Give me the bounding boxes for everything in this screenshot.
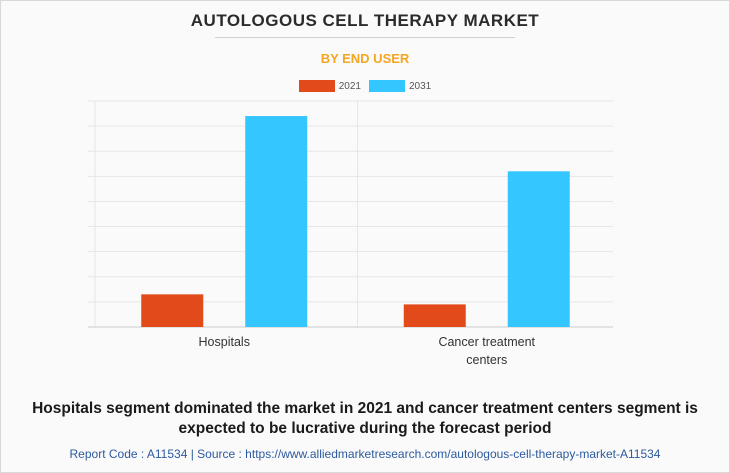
x-tick-label: Hospitals — [199, 335, 250, 349]
x-tick-label: centers — [466, 353, 507, 367]
legend: 2021 2031 — [0, 80, 730, 92]
bar-2031-0 — [245, 116, 308, 327]
bar-2031-1 — [507, 171, 570, 327]
legend-label-2021: 2021 — [338, 80, 361, 92]
legend-swatch-2031 — [369, 80, 405, 92]
title-divider — [215, 37, 515, 38]
bar-2021-1 — [403, 304, 466, 327]
legend-label-2031: 2031 — [409, 80, 432, 92]
legend-item-2021: 2021 — [298, 80, 361, 92]
bar-2021-0 — [141, 294, 204, 327]
x-tick-label: Cancer treatment — [438, 335, 535, 349]
caption-line-2: expected to be lucrative during the fore… — [178, 420, 552, 437]
legend-swatch-2021 — [298, 80, 335, 92]
source-footer: Report Code : A11534 | Source : https://… — [69, 447, 661, 461]
chart-subtitle: BY END USER — [320, 51, 410, 66]
chart-title: AUTOLOGOUS CELL THERAPY MARKET — [190, 11, 540, 30]
chart-caption: Hospitals segment dominated the market i… — [0, 399, 730, 439]
legend-item-2031: 2031 — [369, 80, 431, 92]
caption-line-1: Hospitals segment dominated the market i… — [32, 400, 698, 417]
bar-chart: Hospitals Cancer treatment centers — [88, 100, 613, 367]
